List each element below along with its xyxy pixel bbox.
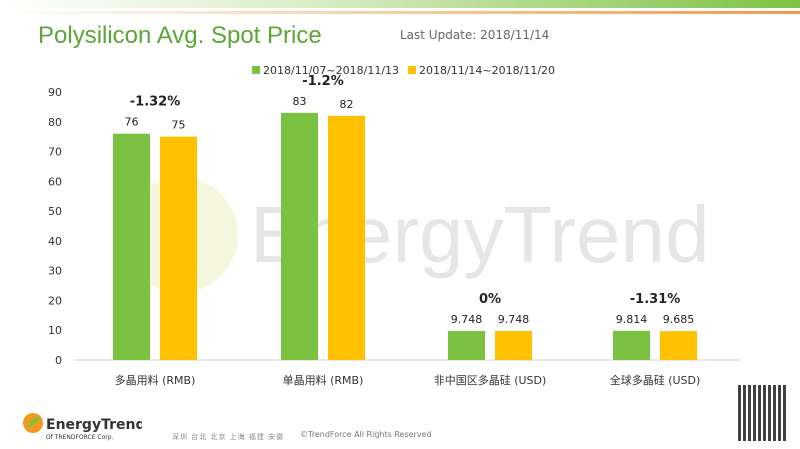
- y-tick-label: 0: [55, 354, 62, 367]
- copyright: ©TrendForce All Rights Reserved: [300, 430, 432, 439]
- y-tick-label: 30: [48, 265, 62, 278]
- change-label: -1.31%: [630, 292, 681, 307]
- category-label: 非中国区多晶硅 (USD): [434, 373, 547, 387]
- data-label: 83: [293, 95, 307, 108]
- legend-label: 2018/11/14~2018/11/20: [419, 64, 555, 77]
- y-tick-label: 70: [48, 146, 62, 159]
- change-label: 0%: [479, 292, 501, 307]
- top-accent-line: [0, 11, 800, 14]
- data-label: 9.748: [451, 313, 483, 326]
- y-tick-label: 50: [48, 205, 62, 218]
- y-tick-label: 90: [48, 86, 62, 99]
- footer-logo: EnergyTrend Of TRENDFORCE Corp.: [22, 412, 145, 446]
- legend-swatch: [252, 66, 260, 74]
- bar: [660, 331, 697, 360]
- category-label: 单晶用料 (RMB): [283, 373, 364, 387]
- category-label: 多晶用料 (RMB): [115, 373, 196, 387]
- y-tick-label: 80: [48, 116, 62, 129]
- office-cities: 深圳 台北 北京 上海 福建 安徽: [172, 433, 285, 441]
- y-tick-label: 60: [48, 175, 62, 188]
- y-tick-label: 40: [48, 235, 62, 248]
- bar: [495, 330, 532, 360]
- data-label: 75: [172, 119, 186, 132]
- change-label: -1.2%: [302, 74, 343, 89]
- data-label: 9.685: [663, 313, 695, 326]
- watermark-text: EnergyTrend: [250, 190, 710, 279]
- change-label: -1.32%: [130, 95, 181, 110]
- data-label: 9.814: [616, 313, 648, 326]
- bar: [113, 133, 150, 360]
- last-update: Last Update: 2018/11/14: [400, 28, 550, 42]
- logo-text: EnergyTrend: [46, 417, 142, 433]
- legend-label: 2018/11/07~2018/11/13: [263, 64, 399, 77]
- bar: [328, 115, 365, 360]
- bar: [613, 330, 650, 360]
- bar: [281, 112, 318, 360]
- watermark: EnergyTrend: [122, 177, 710, 293]
- bar: [448, 330, 485, 360]
- y-tick-label: 20: [48, 294, 62, 307]
- y-tick-label: 10: [48, 324, 62, 337]
- data-label: 9.748: [498, 313, 530, 326]
- data-label: 82: [340, 98, 354, 111]
- page-title: Polysilicon Avg. Spot Price: [38, 22, 322, 49]
- qr-code-icon: [738, 385, 788, 441]
- data-label: 76: [125, 116, 139, 129]
- category-label: 全球多晶硅 (USD): [610, 373, 701, 387]
- top-gradient-bar: [0, 0, 800, 8]
- logo-subtext: Of TRENDFORCE Corp.: [46, 434, 114, 441]
- bar: [160, 136, 197, 360]
- legend-swatch: [408, 66, 416, 74]
